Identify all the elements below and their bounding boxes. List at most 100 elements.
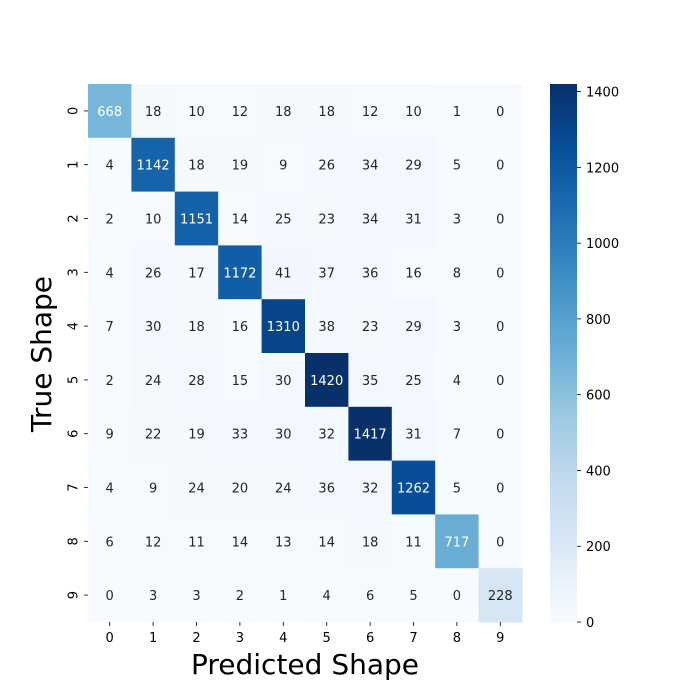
heatmap-cell xyxy=(478,568,523,623)
heatmap-cell xyxy=(174,137,219,193)
heatmap-cell xyxy=(391,568,436,623)
cell-value-label: 25 xyxy=(405,374,422,389)
cell-value-label: 0 xyxy=(496,159,504,174)
heatmap-cell xyxy=(348,299,393,354)
x-axis-ticks: 0 1 2 3 4 5 6 7 8 9 xyxy=(106,622,504,646)
x-tick-label: 8 xyxy=(453,631,461,646)
cell-value-label: 2 xyxy=(106,213,114,228)
heatmap-cell xyxy=(305,299,349,354)
cell-value-label: 3 xyxy=(149,589,157,604)
cell-value-label: 5 xyxy=(453,159,461,174)
heatmap-cell xyxy=(174,514,219,569)
cell-value-label: 14 xyxy=(318,535,335,550)
cell-value-label: 6 xyxy=(106,535,114,550)
heatmap-cell xyxy=(305,191,349,246)
x-tick-label: 4 xyxy=(279,631,287,646)
y-tick-label: 9 xyxy=(67,591,82,599)
cell-value-label: 2 xyxy=(106,374,114,389)
cell-value-label: 35 xyxy=(362,374,379,389)
cell-value-label: 9 xyxy=(279,159,287,174)
heatmap-cell xyxy=(478,514,523,569)
heatmap-cell xyxy=(174,245,219,300)
heatmap-cell xyxy=(305,568,349,623)
cell-value-label: 228 xyxy=(488,589,513,604)
colorbar-tick-label: 1000 xyxy=(586,237,619,252)
cell-value-label: 0 xyxy=(496,105,504,120)
heatmap-cell xyxy=(478,460,523,515)
y-axis-ticks: 0 1 2 3 4 5 6 7 8 9 xyxy=(67,107,88,599)
cell-value-label: 30 xyxy=(275,374,292,389)
heatmap-cell xyxy=(88,514,132,569)
heatmap-cell xyxy=(391,460,436,515)
heatmap-cell xyxy=(305,460,349,515)
heatmap-cell xyxy=(305,514,349,569)
heatmap-cell xyxy=(305,84,349,139)
x-tick-label: 1 xyxy=(149,631,157,646)
cell-value-label: 1417 xyxy=(354,428,387,443)
cell-value-label: 41 xyxy=(275,266,292,281)
cell-value-label: 18 xyxy=(188,320,205,335)
heatmap-cell xyxy=(305,406,349,462)
heatmap-cell xyxy=(218,137,263,193)
cell-value-label: 23 xyxy=(318,213,335,228)
heatmap-cell xyxy=(478,137,523,193)
heatmap-cell xyxy=(131,137,176,193)
heatmap-cell xyxy=(131,514,176,569)
cell-value-label: 4 xyxy=(323,589,331,604)
cell-value-label: 0 xyxy=(453,589,461,604)
heatmap-cell xyxy=(478,245,523,300)
heatmap-cell xyxy=(478,353,523,408)
cell-value-label: 14 xyxy=(232,535,249,550)
cell-value-label: 30 xyxy=(275,428,292,443)
heatmap-cell xyxy=(88,460,132,515)
heatmap-cell xyxy=(218,299,263,354)
cell-value-label: 9 xyxy=(106,428,114,443)
heatmap-cell xyxy=(88,568,132,623)
cell-value-label: 36 xyxy=(362,266,379,281)
heatmap-cell xyxy=(131,406,176,462)
cell-value-label: 0 xyxy=(106,589,114,604)
cell-value-label: 11 xyxy=(188,535,205,550)
cell-value-label: 3 xyxy=(453,213,461,228)
heatmap-cell xyxy=(261,568,306,623)
heatmap-cell xyxy=(131,84,176,139)
colorbar-tick-label: 1400 xyxy=(586,86,619,101)
y-tick-label: 7 xyxy=(67,483,82,491)
heatmap-cell xyxy=(88,84,132,139)
heatmap-cell xyxy=(435,406,480,462)
heatmap-cell xyxy=(88,137,132,193)
cell-value-label: 0 xyxy=(496,482,504,497)
heatmap-cell xyxy=(174,568,219,623)
colorbar-tick-label: 400 xyxy=(586,464,611,479)
heatmap-cell xyxy=(391,245,436,300)
cell-value-label: 19 xyxy=(188,428,205,443)
cell-value-label: 5 xyxy=(453,482,461,497)
heatmap-cells xyxy=(88,84,523,623)
cell-value-label: 1 xyxy=(453,105,461,120)
heatmap-cell xyxy=(261,299,306,354)
cell-value-label: 9 xyxy=(149,482,157,497)
heatmap-cell xyxy=(348,353,393,408)
heatmap-cell xyxy=(435,191,480,246)
heatmap-cell xyxy=(261,137,306,193)
cell-value-label: 717 xyxy=(444,535,469,550)
cell-value-label: 1262 xyxy=(397,482,430,497)
heatmap-cell-labels: 668 18 10 12 18 18 12 10 1 04 1142 18 19 9 26 34 29 5 02 10… xyxy=(97,105,512,604)
heatmap-cell xyxy=(391,191,436,246)
cell-value-label: 32 xyxy=(362,482,379,497)
heatmap-cell xyxy=(435,84,480,139)
cell-value-label: 0 xyxy=(496,374,504,389)
heatmap-cell xyxy=(88,245,132,300)
cell-value-label: 29 xyxy=(405,320,422,335)
heatmap-cell xyxy=(218,514,263,569)
heatmap-cell xyxy=(174,353,219,408)
cell-value-label: 4 xyxy=(106,266,114,281)
heatmap-cell xyxy=(435,245,480,300)
cell-value-label: 23 xyxy=(362,320,379,335)
cell-value-label: 20 xyxy=(232,482,249,497)
cell-value-label: 18 xyxy=(275,105,292,120)
heatmap-cell xyxy=(348,568,393,623)
heatmap-cell xyxy=(348,406,393,462)
cell-value-label: 16 xyxy=(232,320,249,335)
cell-value-label: 1172 xyxy=(223,266,256,281)
